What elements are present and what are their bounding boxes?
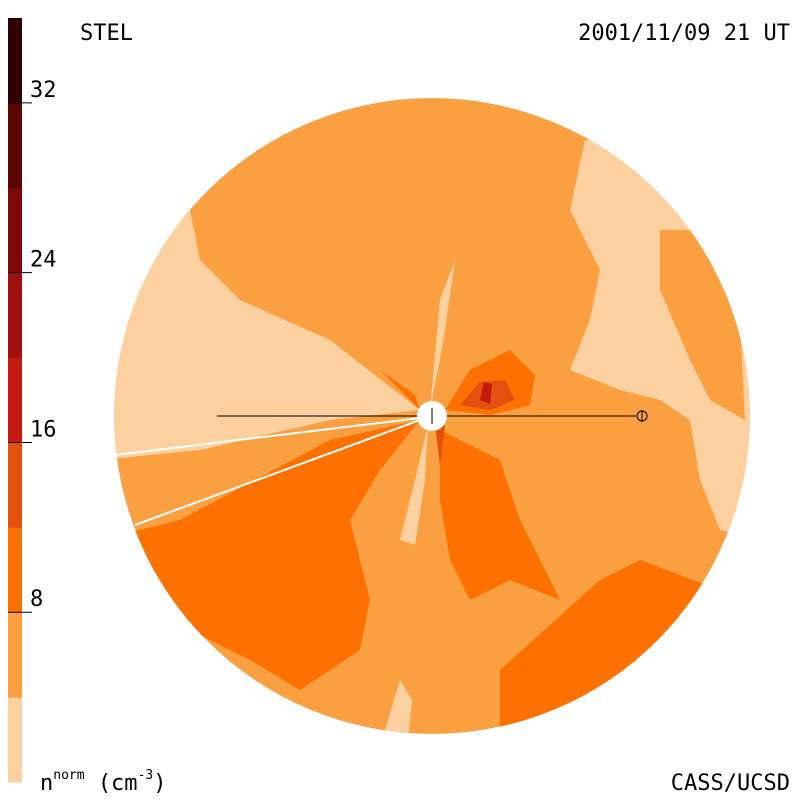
colorbar: 8 16 24 32 <box>8 18 57 783</box>
station: STEL <box>80 21 133 46</box>
colorbar-band <box>8 612 22 698</box>
colorbar-tick-label: 8 <box>30 587 43 612</box>
colorbar-band <box>8 442 22 528</box>
colorbar-label: nnorm (cm-3) <box>40 768 166 797</box>
credit: CASS/UCSD <box>671 771 790 796</box>
colorbar-tick-label: 24 <box>30 248 57 273</box>
colorbar-tick-label: 16 <box>30 417 57 442</box>
colorbar-band <box>8 357 22 443</box>
date: 2001/11/09 21 UT <box>578 21 790 46</box>
colorbar-band <box>8 272 22 359</box>
colorbar-band <box>8 697 22 783</box>
colorbar-band <box>8 18 22 104</box>
colorbar-tick-label: 32 <box>30 78 57 103</box>
colorbar-band <box>8 187 22 274</box>
colorbar-band <box>8 527 22 613</box>
colorbar-band <box>8 102 22 189</box>
